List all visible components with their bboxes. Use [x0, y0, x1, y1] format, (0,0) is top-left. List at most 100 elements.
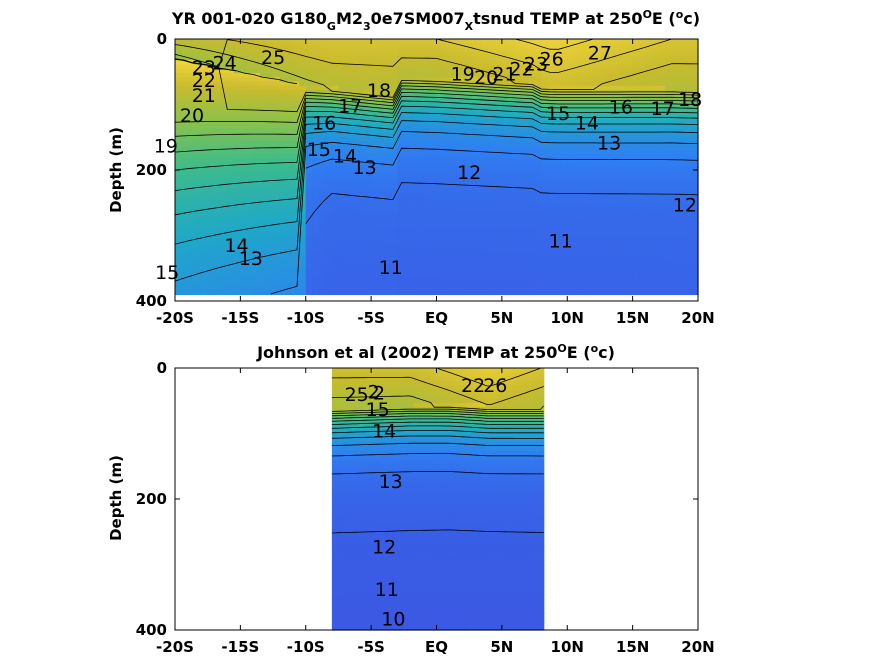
heatmap-cell: [521, 107, 529, 112]
heatmap-cell: [246, 175, 255, 181]
heatmap-cell: [514, 247, 523, 253]
heatmap-cell: [384, 230, 392, 236]
heatmap-cell: [312, 268, 320, 274]
heatmap-cell: [665, 247, 673, 253]
heatmap-cell: [456, 243, 464, 249]
heatmap-cell: [351, 239, 359, 244]
heatmap-cell: [606, 153, 614, 159]
heatmap-cell: [181, 247, 189, 253]
heatmap-cell: [488, 281, 496, 287]
heatmap-cell: [456, 239, 464, 244]
heatmap-cell: [586, 68, 594, 74]
heatmap-cell: [508, 68, 516, 74]
heatmap-cell: [599, 107, 608, 112]
heatmap-cell: [266, 51, 274, 57]
heatmap-cell: [364, 175, 372, 181]
heatmap-cell: [632, 268, 640, 274]
heatmap-cell: [423, 166, 431, 172]
heatmap-cell: [175, 290, 183, 296]
heatmap-cell: [456, 222, 464, 227]
heatmap-cell: [678, 47, 686, 53]
heatmap-cell: [403, 132, 411, 138]
heatmap-cell: [266, 56, 274, 61]
heatmap-cell: [462, 158, 470, 164]
heatmap-cell: [220, 213, 228, 219]
heatmap-cell: [175, 285, 183, 291]
heatmap-cell: [286, 179, 294, 185]
heatmap-cell: [599, 124, 608, 130]
heatmap-cell: [443, 277, 451, 283]
heatmap-cell: [403, 119, 411, 125]
heatmap-cell: [246, 132, 255, 138]
heatmap-cell: [181, 226, 189, 232]
heatmap-cell: [201, 192, 209, 198]
heatmap-cell: [586, 200, 594, 206]
heatmap-cell: [593, 290, 601, 296]
heatmap-cell: [619, 119, 627, 125]
heatmap-cell: [482, 290, 490, 296]
heatmap-cell: [240, 85, 248, 91]
heatmap-cell: [528, 234, 536, 240]
heatmap-cell: [220, 162, 228, 168]
heatmap-cell: [541, 277, 549, 283]
contour-line: [174, 38, 594, 72]
heatmap-cell: [606, 162, 614, 168]
heatmap-cell: [423, 213, 431, 219]
heatmap-cell: [351, 290, 359, 296]
heatmap-cell: [358, 141, 366, 147]
heatmap-cell: [358, 205, 366, 210]
heatmap-cell: [423, 73, 431, 78]
heatmap-cell: [580, 281, 588, 287]
heatmap-cell: [665, 128, 673, 134]
heatmap-cell: [331, 39, 340, 44]
heatmap-cell: [652, 166, 660, 172]
heatmap-cell: [606, 124, 614, 130]
heatmap-cell: [423, 273, 431, 279]
heatmap-cell: [573, 281, 581, 287]
heatmap-cell: [534, 251, 542, 257]
heatmap-cell: [201, 124, 209, 130]
heatmap-cell: [253, 153, 261, 159]
heatmap-cell: [501, 243, 510, 249]
heatmap-cell: [259, 102, 268, 108]
heatmap-cell: [227, 39, 235, 44]
heatmap-cell: [678, 273, 686, 279]
heatmap-cell: [645, 85, 653, 91]
heatmap-cell: [240, 141, 248, 147]
heatmap-cell: [613, 290, 621, 296]
heatmap-cell: [599, 81, 608, 87]
heatmap-cell: [201, 158, 209, 164]
heatmap-cell: [436, 183, 444, 189]
heatmap-cell: [325, 111, 333, 117]
heatmap-cell: [233, 60, 241, 66]
heatmap-cell: [469, 166, 477, 172]
heatmap-cell: [371, 136, 379, 142]
heatmap-cell: [443, 115, 451, 121]
heatmap-cell: [528, 247, 536, 253]
heatmap-cell: [403, 162, 411, 168]
heatmap-cell: [201, 77, 209, 83]
heatmap-cell: [371, 153, 379, 159]
heatmap-cell: [547, 179, 555, 185]
heatmap-cell: [403, 64, 411, 70]
heatmap-cell: [534, 222, 542, 227]
heatmap-cell: [253, 209, 261, 215]
heatmap-cell: [253, 141, 261, 147]
heatmap-cell: [227, 153, 235, 159]
heatmap-cell: [266, 234, 274, 240]
heatmap-cell: [214, 68, 222, 74]
heatmap-cell: [253, 281, 261, 287]
heatmap-cell: [344, 111, 353, 117]
heatmap-cell: [227, 77, 235, 83]
heatmap-cell: [266, 170, 274, 176]
heatmap-cell: [580, 277, 588, 283]
heatmap-cell: [580, 222, 588, 227]
heatmap-cell: [279, 136, 287, 142]
heatmap-cell: [495, 115, 503, 121]
heatmap-cell: [273, 162, 281, 168]
heatmap-cell: [246, 256, 255, 261]
heatmap-cell: [573, 111, 581, 117]
heatmap-cell: [371, 115, 379, 121]
heatmap-cell: [273, 290, 281, 296]
heatmap-cell: [645, 115, 653, 121]
